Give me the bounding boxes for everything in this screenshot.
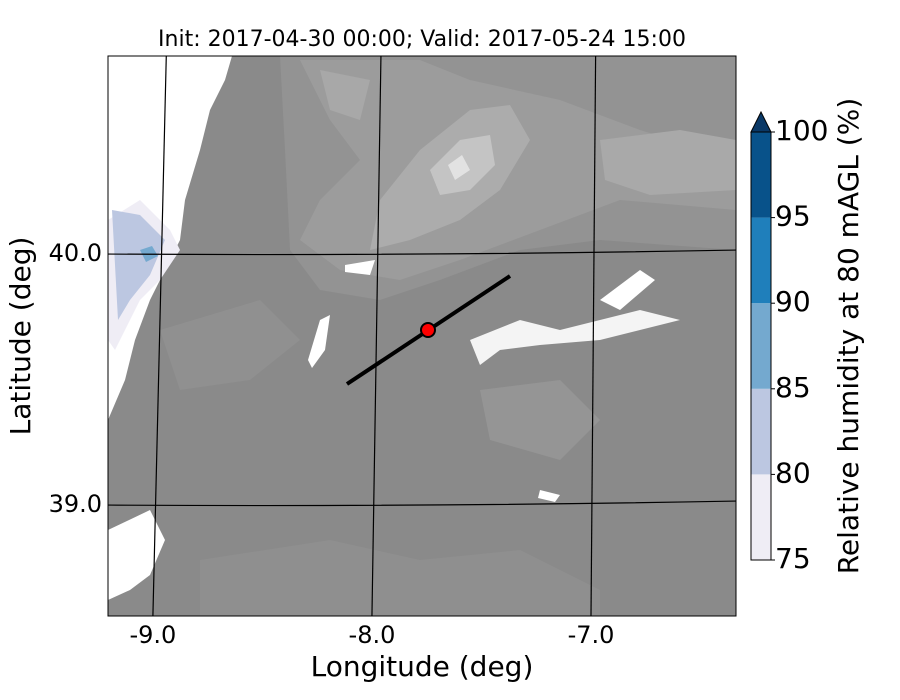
x-tick-label: -8.0 (349, 621, 396, 649)
meridian (590, 56, 597, 616)
colorbar-tick-label: 90 (775, 285, 811, 318)
colorbar-extend (750, 110, 772, 133)
x-axis-label: Longitude (deg) (311, 650, 534, 683)
terrain (108, 56, 736, 616)
colorbar-segment (751, 217, 771, 304)
colorbar-tick-label: 80 (775, 456, 811, 489)
colorbar-segment (751, 132, 771, 218)
colorbar-segment (751, 388, 771, 475)
parallel (108, 249, 736, 256)
y-tick-label: 40.0 (49, 239, 102, 267)
colorbar-tick-label: 100 (775, 114, 828, 147)
colorbar-tick-label: 85 (775, 371, 811, 404)
graticule (108, 56, 736, 616)
meridian (152, 56, 167, 616)
y-axis-label: Latitude (deg) (4, 237, 37, 436)
colorbar-frame (750, 131, 772, 561)
colorbar-segment (751, 474, 771, 560)
site-marker (420, 322, 436, 338)
colorbar-tick-label: 75 (775, 542, 811, 575)
x-tick-label: -7.0 (568, 621, 615, 649)
y-tick-label: 39.0 (49, 490, 102, 518)
colorbar: 75 80 85 90 95 100 (750, 110, 828, 575)
colorbar-segment (751, 303, 771, 389)
meridian (371, 56, 382, 616)
x-tick-label: -9.0 (129, 621, 176, 649)
tick-labels: -9.0 -8.0 -7.0 39.0 40.0 (49, 239, 615, 649)
parallel (108, 500, 736, 507)
colorbar-label: Relative humidity at 80 mAGL (%) (832, 98, 865, 575)
map-title: Init: 2017-04-30 00:00; Valid: 2017-05-2… (158, 27, 686, 52)
colorbar-tick-label: 95 (775, 200, 811, 233)
map-frame (107, 55, 737, 617)
